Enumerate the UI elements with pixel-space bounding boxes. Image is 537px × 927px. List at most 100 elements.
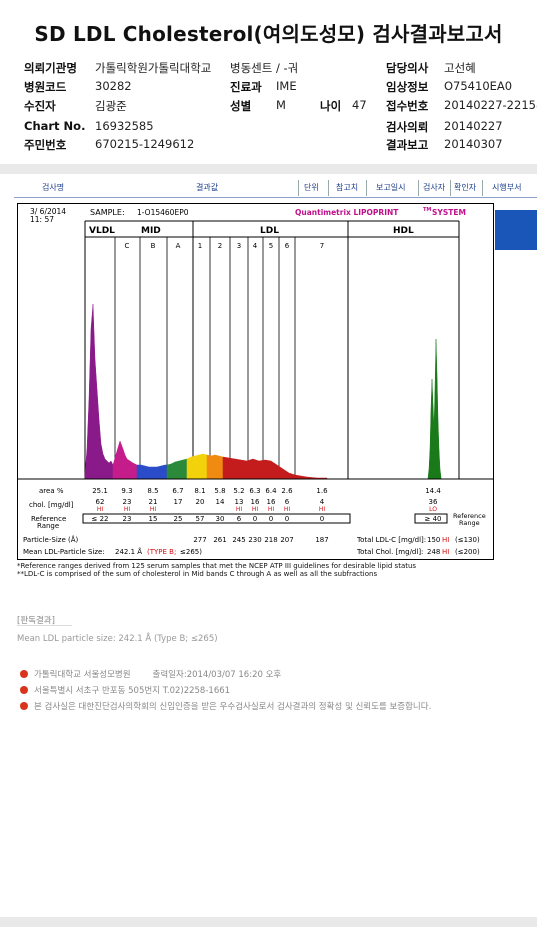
particle-value: 207 <box>280 536 293 544</box>
section-divider <box>0 164 537 174</box>
age-value: 47 <box>352 98 367 112</box>
mid-sub-label: C <box>125 242 130 250</box>
particle-value: 277 <box>193 536 206 544</box>
row-particle-label: Particle-Size (Å) <box>23 535 79 544</box>
request-value: 20140227 <box>444 119 503 133</box>
ssn-value: 670215-1249612 <box>95 137 195 151</box>
ldl-sub-label: 2 <box>218 242 222 250</box>
chol-value: 20 <box>196 498 205 506</box>
sex-label: 성별 <box>230 99 252 113</box>
brand-tm: TM <box>423 207 431 213</box>
chart-frame <box>17 203 494 560</box>
row-chol-label: chol. [mg/dl] <box>29 501 74 509</box>
col-sep <box>328 180 329 196</box>
band-vldl-label: VLDL <box>89 226 115 236</box>
ref-right-label-1: Reference <box>453 512 486 520</box>
age-label: 나이 <box>320 99 342 113</box>
total-ldl-ref: (≤130) <box>455 536 480 544</box>
hospital-code-value: 30282 <box>95 79 132 93</box>
chol-flag: HI <box>150 506 157 513</box>
col-dept: 시행부서 <box>492 183 522 192</box>
ldl-sub-label: 3 <box>237 242 241 250</box>
ldl-sub-label: 1 <box>198 242 202 250</box>
row-values: 25.1 9.3 8.5 6.7 8.1 5.8 5.2 6.3 6.4 2.6 1.6 14.462… <box>92 487 442 544</box>
mid-sub-label: B <box>151 242 156 250</box>
lipoprint-chart: 3/ 6/2014 11: 57 SAMPLE: 1-O15460EP0 Qua… <box>17 203 494 560</box>
lipoprint-time: 11: 57 <box>30 215 54 224</box>
ward-value: 병동센트 / -궈 <box>230 61 299 75</box>
ref-value: 0 <box>320 515 324 523</box>
lipoprint-date: 3/ 6/2014 <box>30 207 66 216</box>
bullet-icon <box>20 686 28 694</box>
row-ref-label-2: Range <box>37 522 59 530</box>
area-value: 5.2 <box>233 487 244 495</box>
row-area-label: area % <box>39 487 64 495</box>
area-value: 25.1 <box>92 487 108 495</box>
ref-value: 30 <box>216 515 225 523</box>
ref-right-label-2: Range <box>459 519 480 527</box>
hospital-code-label: 병원코드 <box>24 80 67 94</box>
footnote-1: *Reference ranges derived from 125 serum… <box>17 562 417 570</box>
area-value: 6.3 <box>249 487 260 495</box>
footer-hospital-line: 가톨릭대학교 서울성모병원 출력일자:2014/03/07 16:20 오후 <box>20 668 281 680</box>
col-unit: 단위 <box>304 183 319 192</box>
doctor-value: 고선혜 <box>444 61 476 75</box>
col-sep <box>298 180 299 196</box>
doctor-label: 담당의사 <box>386 61 429 75</box>
mean-type: (TYPE B; <box>147 548 176 556</box>
col-sep <box>450 180 451 196</box>
band-mid-label: MID <box>141 226 161 236</box>
chol-flag: HI <box>319 506 326 513</box>
brand-system: SYSTEM <box>432 208 466 217</box>
ref-value: 0 <box>253 515 257 523</box>
band-hdl-label: HDL <box>393 226 414 236</box>
row-mean-label: Mean LDL-Particle Size: <box>23 548 105 556</box>
sample-label: SAMPLE: <box>90 208 125 217</box>
findings-text: Mean LDL particle size: 242.1 Å (Type B;… <box>17 634 218 644</box>
mid-sub-label: A <box>176 242 181 250</box>
request-label: 검사의뢰 <box>386 120 429 134</box>
particle-value: 261 <box>213 536 226 544</box>
col-report-date: 보고일시 <box>376 183 406 192</box>
findings-title: [판독결과] <box>17 616 55 626</box>
chol-value: 6 <box>285 498 290 506</box>
chol-flag: HI <box>97 506 104 513</box>
findings-divider <box>17 625 72 626</box>
area-value: 1.6 <box>316 487 328 495</box>
ref-value: 0 <box>269 515 273 523</box>
chol-flag: HI <box>124 506 131 513</box>
dept-value: IME <box>276 79 297 93</box>
density-profile <box>84 303 442 480</box>
total-ldl-label: Total LDL-C [mg/dl]: <box>356 536 426 544</box>
brand-name: Quantimetrix LIPOPRINT <box>295 208 399 217</box>
sub-band-group: C B A 1 2 3 4 5 6 7 <box>114 237 324 479</box>
hdl-peak <box>427 338 442 480</box>
mean-value: 242.1 Å <box>115 547 142 556</box>
total-chol-label: Total Chol. [mg/dl]: <box>356 548 423 556</box>
clinical-label: 임상정보 <box>386 80 429 94</box>
ldl2-area <box>206 454 224 480</box>
bullet-icon <box>20 702 28 710</box>
ldl-sub-label: 5 <box>269 242 273 250</box>
chol-value: 16 <box>267 498 276 506</box>
total-ldl-flag: HI <box>442 536 449 544</box>
report-title: SD LDL Cholesterol(여의도성모) 검사결과보고서 <box>34 22 503 46</box>
area-value: 14.4 <box>425 487 441 495</box>
report-header-area: 검사명 결과값 단위 참고치 보고일시 검사자 확인자 시행부서 <box>14 178 537 570</box>
col-tester: 검사자 <box>423 183 446 192</box>
col-sep <box>418 180 419 196</box>
ldl1-area <box>186 453 208 480</box>
col-reference: 참고치 <box>336 183 359 192</box>
receipt-label: 접수번호 <box>386 99 429 113</box>
chol-value: 23 <box>123 498 132 506</box>
area-value: 6.7 <box>172 487 183 495</box>
ref-value: ≤ 22 <box>92 515 109 523</box>
footer-hospital: 가톨릭대학교 서울성모병원 <box>34 670 131 680</box>
vldl-peak <box>84 303 114 480</box>
col-test-name: 검사명 <box>42 183 65 192</box>
ldl-sub-label: 4 <box>253 242 258 250</box>
report-label: 결과보고 <box>386 138 429 152</box>
ref-value: 0 <box>285 515 289 523</box>
ref-value: 6 <box>237 515 242 523</box>
ref-value: 57 <box>196 515 205 523</box>
